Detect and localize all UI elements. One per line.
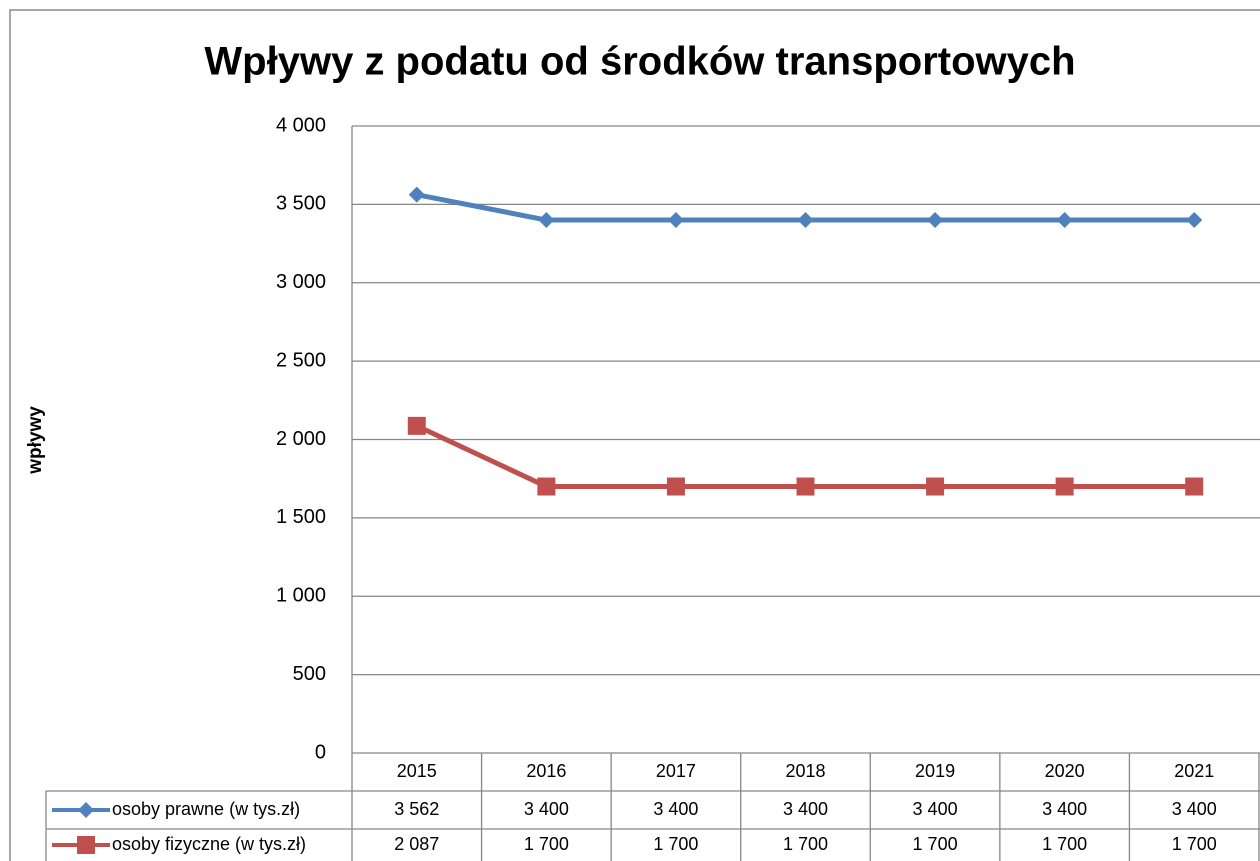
x-tick-label: 2018 — [785, 761, 825, 781]
y-axis-label: wpływy — [25, 406, 46, 475]
y-tick-label: 3 000 — [276, 271, 326, 293]
x-tick-label: 2015 — [397, 761, 437, 781]
marker — [408, 186, 425, 203]
marker — [538, 212, 555, 229]
table-value: 1 700 — [783, 834, 828, 854]
x-tick-label: 2019 — [915, 761, 955, 781]
table-value: 3 400 — [524, 799, 569, 819]
marker — [1056, 212, 1073, 229]
table-value: 3 400 — [653, 799, 698, 819]
marker — [926, 477, 945, 496]
table-value: 3 400 — [1042, 799, 1087, 819]
legend-label: osoby prawne (w tys.zł) — [112, 799, 300, 819]
marker — [796, 477, 815, 496]
y-tick-label: 500 — [293, 663, 326, 685]
table-value: 1 700 — [1042, 834, 1087, 854]
chart-title: Wpływy z podatu od środków transportowyc… — [204, 40, 1075, 84]
marker — [667, 212, 684, 229]
marker — [78, 802, 94, 818]
marker — [1055, 477, 1074, 496]
x-tick-label: 2016 — [526, 761, 566, 781]
y-tick-label: 3 500 — [276, 193, 326, 215]
x-tick-label: 2020 — [1045, 761, 1085, 781]
table-value: 1 700 — [524, 834, 569, 854]
x-tick-label: 2017 — [656, 761, 696, 781]
marker — [77, 836, 95, 854]
marker — [1186, 212, 1203, 229]
marker — [666, 477, 685, 496]
y-tick-label: 0 — [315, 741, 326, 763]
marker — [927, 212, 944, 229]
legend-label: osoby fizyczne (w tys.zł) — [112, 834, 306, 854]
table-value: 1 700 — [913, 834, 958, 854]
chart-border — [9, 9, 1260, 861]
marker — [537, 477, 556, 496]
y-tick-label: 2 000 — [276, 428, 326, 450]
marker — [1185, 477, 1204, 496]
y-tick-label: 2 500 — [276, 349, 326, 371]
x-tick-label: 2021 — [1174, 761, 1214, 781]
table-value: 3 400 — [783, 799, 828, 819]
table-value: 1 700 — [653, 834, 698, 854]
table-value: 3 400 — [913, 799, 958, 819]
y-tick-label: 4 000 — [276, 114, 326, 136]
y-tick-label: 1 000 — [276, 585, 326, 607]
y-tick-label: 1 500 — [276, 506, 326, 528]
table-value: 3 400 — [1172, 799, 1217, 819]
marker — [407, 416, 426, 435]
table-value: 1 700 — [1172, 834, 1217, 854]
table-value: 2 087 — [394, 834, 439, 854]
marker — [797, 212, 814, 229]
table-value: 3 562 — [394, 799, 439, 819]
